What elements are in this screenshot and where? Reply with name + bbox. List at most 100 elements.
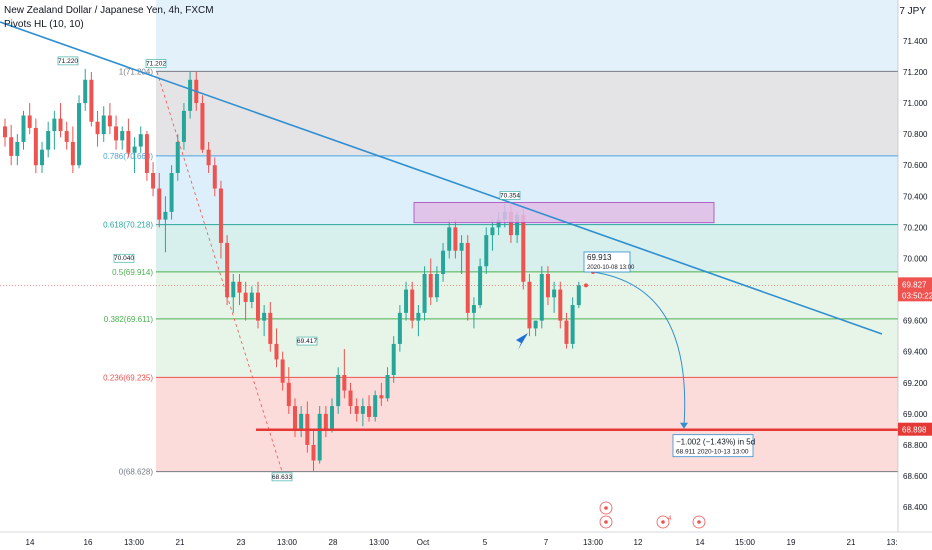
candle-body bbox=[107, 115, 112, 127]
candle-body bbox=[404, 289, 409, 313]
candle bbox=[490, 219, 495, 251]
price-tick-label: 70.000 bbox=[903, 254, 928, 263]
candle bbox=[299, 406, 304, 438]
candle bbox=[317, 406, 322, 464]
current-price-tag bbox=[898, 277, 932, 302]
candle-body bbox=[441, 250, 446, 274]
fib-level-label: 0.236(69.235) bbox=[103, 373, 153, 382]
candle-body bbox=[336, 375, 341, 407]
candle bbox=[471, 297, 476, 329]
candle-body bbox=[391, 343, 396, 375]
candle bbox=[268, 301, 273, 352]
fib-zone bbox=[156, 377, 898, 472]
candle bbox=[373, 390, 378, 422]
price-axis-bg bbox=[898, 0, 932, 550]
candle bbox=[286, 367, 291, 414]
candle bbox=[107, 103, 112, 135]
price-tick-label: 70.800 bbox=[903, 130, 928, 139]
candle bbox=[206, 141, 211, 173]
pivot-label-text: 71.202 bbox=[146, 61, 166, 68]
candle bbox=[379, 382, 384, 407]
fib-level-label: 0.382(69.611) bbox=[104, 315, 154, 324]
candle bbox=[114, 115, 119, 150]
candle bbox=[255, 281, 260, 329]
candle bbox=[83, 68, 88, 111]
candle-body bbox=[262, 312, 267, 321]
candle-body bbox=[317, 413, 322, 461]
candle bbox=[441, 242, 446, 282]
candle-body bbox=[292, 406, 297, 430]
event-marker bbox=[692, 515, 706, 529]
candle bbox=[552, 281, 557, 313]
candle bbox=[465, 235, 470, 321]
candle-body bbox=[58, 118, 63, 132]
fib-zone bbox=[156, 71, 898, 156]
time-tick-label: 28 bbox=[329, 538, 338, 547]
time-tick-label: 14 bbox=[26, 538, 35, 547]
candle-body bbox=[434, 274, 439, 298]
candle-body bbox=[311, 444, 316, 461]
event-marker bbox=[599, 501, 613, 515]
candle bbox=[212, 157, 217, 197]
candle-body bbox=[527, 281, 532, 329]
fib-connector bbox=[156, 71, 283, 472]
candle-body bbox=[471, 305, 476, 313]
pivot-label-text: 70.354 bbox=[500, 192, 520, 199]
candle-body bbox=[243, 292, 248, 302]
candle-body bbox=[465, 242, 470, 313]
time-axis[interactable]: 14 16 13:00 21 23 13:00 28 13:00 Oct 5 7 13:00 12 14 1… bbox=[0, 531, 932, 547]
candle bbox=[527, 274, 532, 337]
candle-body bbox=[70, 141, 75, 166]
candle bbox=[9, 124, 14, 166]
candle bbox=[64, 121, 69, 150]
price-axis[interactable]: 68.400 68.600 68.800 69.000 69.200 69.400 69.6… bbox=[897, 0, 932, 550]
candle bbox=[27, 103, 32, 135]
candle bbox=[453, 219, 458, 259]
candle-body bbox=[330, 406, 335, 430]
candle bbox=[360, 398, 365, 427]
time-tick-label: 23 bbox=[237, 538, 246, 547]
candle bbox=[323, 406, 328, 438]
currency-label[interactable]: 7 JPY bbox=[899, 6, 926, 17]
candle bbox=[181, 103, 186, 150]
pivot-label-text: 68.633 bbox=[272, 474, 292, 481]
time-tick-label: 19 bbox=[787, 538, 796, 547]
candle bbox=[52, 110, 57, 150]
time-tick-label: 16 bbox=[84, 538, 93, 547]
price-tick-label: 69.000 bbox=[903, 410, 928, 419]
candle bbox=[576, 281, 581, 309]
candle-body bbox=[206, 149, 211, 166]
fib-zone bbox=[156, 318, 898, 378]
currency-prefix: 7 bbox=[899, 6, 905, 17]
candle bbox=[89, 72, 94, 127]
price-tick-label: 69.400 bbox=[903, 348, 928, 357]
candle-body bbox=[342, 375, 347, 391]
fib-zone bbox=[156, 271, 898, 319]
candle-body bbox=[348, 390, 353, 407]
candle-body bbox=[410, 289, 415, 321]
projection-box bbox=[672, 434, 754, 458]
candle bbox=[151, 162, 156, 197]
candle bbox=[280, 351, 285, 391]
candle-body bbox=[126, 131, 131, 153]
price-tick-label: 68.800 bbox=[903, 441, 928, 450]
pivot-label-text: 69.417 bbox=[297, 338, 317, 345]
candle-body bbox=[490, 227, 495, 236]
candle bbox=[95, 110, 100, 147]
candle bbox=[533, 320, 538, 337]
candle bbox=[218, 180, 223, 259]
candle-body bbox=[120, 131, 125, 141]
candle bbox=[163, 196, 168, 253]
pivot-label: 69.417 bbox=[296, 336, 317, 346]
candle-body bbox=[280, 359, 285, 383]
candle bbox=[367, 395, 372, 422]
candle bbox=[126, 118, 131, 158]
callout-box bbox=[583, 251, 631, 273]
candle-body bbox=[533, 320, 538, 329]
candle-body bbox=[157, 188, 162, 220]
candle bbox=[348, 382, 353, 414]
candle bbox=[311, 429, 316, 471]
indicator-legend[interactable]: Pivots HL (10, 10) bbox=[4, 19, 84, 30]
candle bbox=[237, 274, 242, 306]
